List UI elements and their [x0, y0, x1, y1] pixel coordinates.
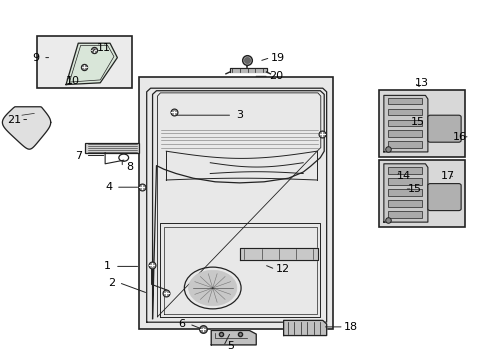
Polygon shape: [66, 43, 117, 85]
Bar: [378, 90, 464, 157]
Bar: [378, 160, 464, 227]
Bar: [387, 189, 421, 196]
Bar: [387, 120, 421, 126]
Text: 16: 16: [452, 132, 466, 142]
Circle shape: [188, 270, 236, 306]
Text: 2: 2: [108, 278, 115, 288]
Text: 18: 18: [344, 322, 357, 332]
Polygon shape: [211, 330, 256, 345]
Text: 8: 8: [126, 162, 133, 172]
Bar: [387, 98, 421, 104]
Text: 3: 3: [236, 110, 243, 120]
Bar: [387, 211, 421, 218]
Text: 15: 15: [410, 117, 424, 127]
Text: 12: 12: [275, 264, 289, 274]
Text: 9: 9: [32, 53, 39, 63]
Text: 7: 7: [75, 150, 81, 161]
Text: 4: 4: [105, 182, 112, 192]
Bar: [387, 167, 421, 174]
Polygon shape: [283, 320, 326, 336]
Text: 13: 13: [414, 78, 427, 88]
Text: 14: 14: [396, 171, 409, 181]
Polygon shape: [229, 68, 266, 72]
Text: 21: 21: [7, 114, 20, 125]
Bar: [387, 178, 421, 185]
Text: 5: 5: [227, 341, 234, 351]
Text: 17: 17: [440, 171, 454, 181]
Polygon shape: [383, 95, 427, 152]
Bar: [139, 77, 332, 329]
Text: 15: 15: [407, 184, 421, 194]
Polygon shape: [2, 107, 51, 149]
FancyBboxPatch shape: [427, 184, 460, 211]
Text: 6: 6: [178, 319, 185, 329]
Bar: [85, 143, 139, 153]
Bar: [37, 36, 132, 88]
Bar: [387, 109, 421, 115]
Text: 10: 10: [65, 76, 79, 86]
Bar: [387, 130, 421, 137]
Polygon shape: [383, 164, 427, 222]
Polygon shape: [239, 248, 317, 260]
Text: 1: 1: [104, 261, 111, 271]
Text: 20: 20: [269, 71, 283, 81]
Bar: [387, 200, 421, 207]
FancyBboxPatch shape: [427, 115, 460, 142]
Bar: [387, 141, 421, 148]
Text: 19: 19: [270, 53, 284, 63]
Text: 11: 11: [97, 42, 111, 53]
